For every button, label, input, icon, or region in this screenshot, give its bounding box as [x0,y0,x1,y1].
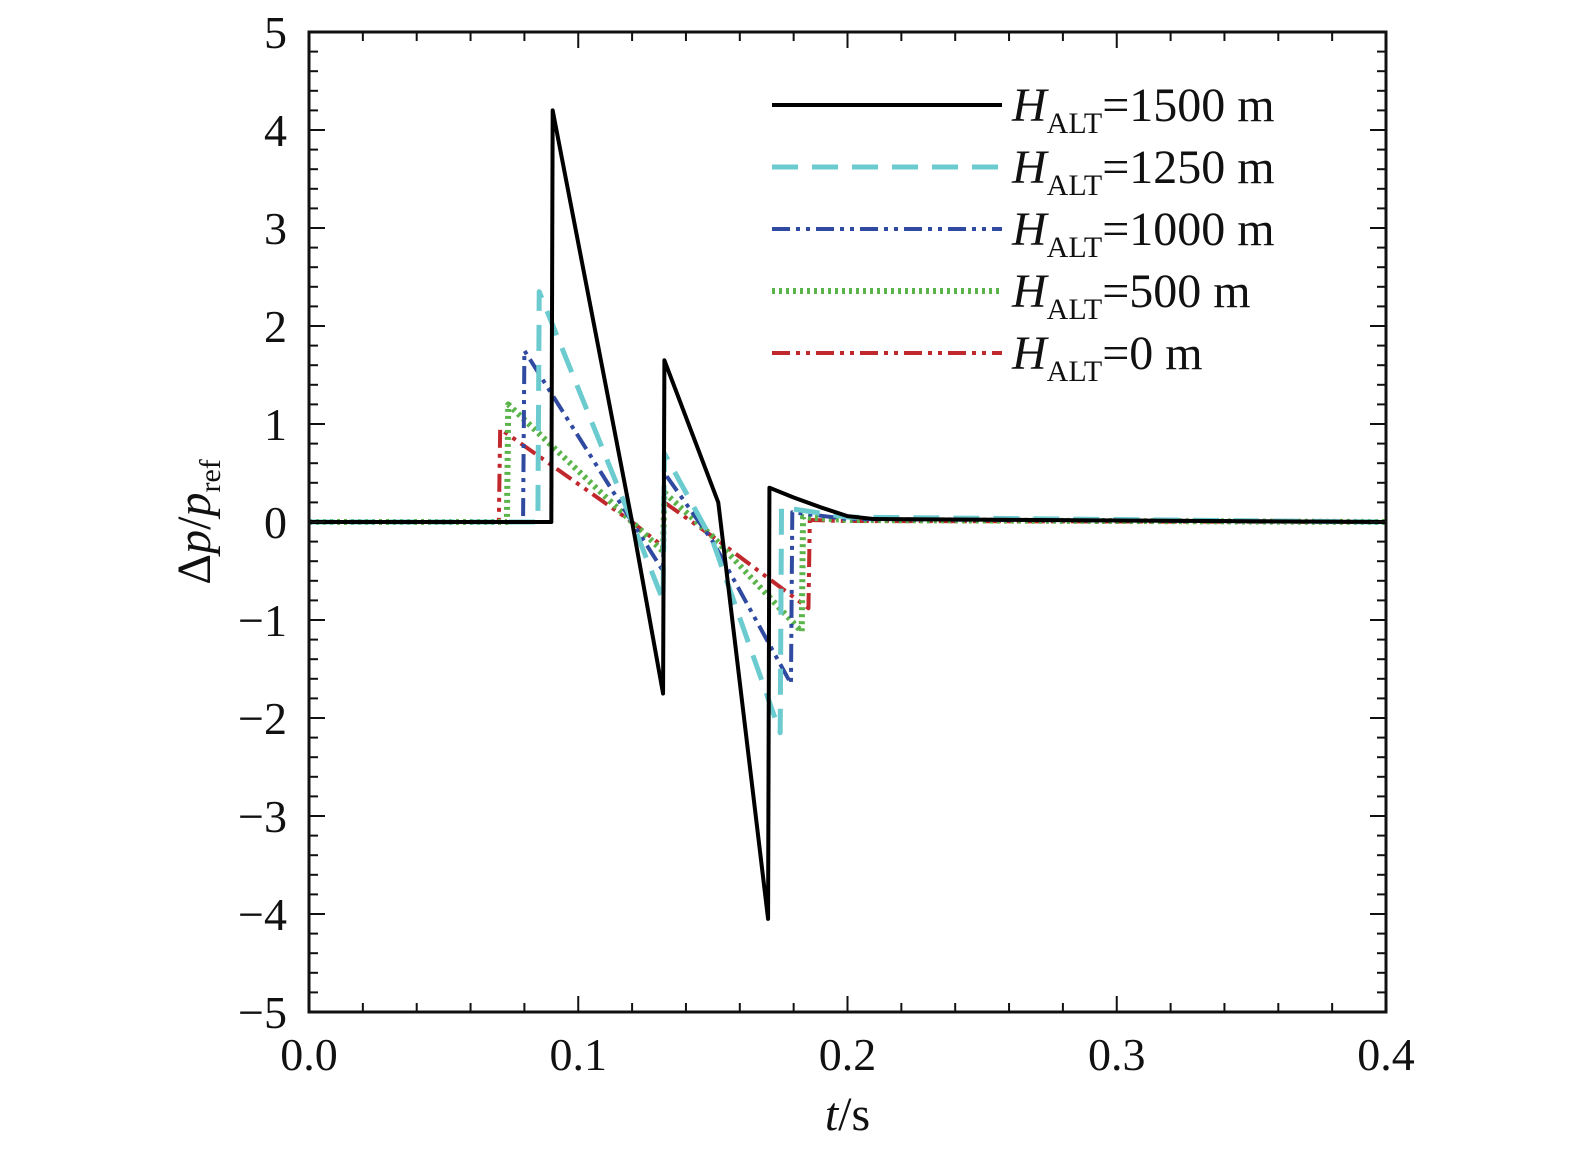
legend-label-sub: ALT [1047,231,1103,264]
y-axis-denominator-sub: ref [194,459,227,492]
legend-label: HALT=1000 m [1011,203,1275,264]
legend-label-sub: ALT [1047,169,1103,202]
legend-label-var: H [1011,141,1049,194]
y-axis-numerator: p [168,530,221,557]
legend-label-var: H [1011,203,1049,256]
y-tick-label: −4 [238,889,287,940]
legend-label-var: H [1011,265,1049,318]
x-axis-label: t/s [825,1088,870,1141]
y-tick-label: −3 [238,791,287,842]
y-tick-label: 4 [264,105,287,156]
x-tick-label: 0.2 [819,1029,877,1080]
x-tick-label: 0.1 [550,1029,608,1080]
x-tick-label: 0.0 [280,1029,338,1080]
legend-label-sub: ALT [1047,355,1103,388]
legend-label-sub: ALT [1047,293,1103,326]
legend-label: HALT=1250 m [1011,141,1275,202]
y-tick-label: 3 [264,203,287,254]
y-axis-slash: / [168,516,221,530]
series-line [309,108,1387,921]
y-tick-label: 0 [264,497,287,548]
legend-label-rest: =1000 m [1102,203,1274,256]
series-line [309,348,1387,686]
series-line [309,289,1387,736]
x-tick-label: 0.4 [1357,1029,1415,1080]
legend-label: HALT=1500 m [1011,79,1275,140]
y-tick-label: 5 [264,7,287,58]
y-tick-label: 2 [264,301,287,352]
y-axis-delta: Δ [168,554,221,585]
series-layer [309,108,1387,921]
legend-label-rest: =1250 m [1102,141,1274,194]
y-tick-label: −2 [238,693,287,744]
y-axis-label: Δp/pref [168,459,227,585]
legend-label: HALT=500 m [1011,265,1251,326]
y-tick-label: −1 [238,595,287,646]
series-line [309,401,1387,635]
x-axis-var: t [825,1088,840,1141]
legend-label-rest: =0 m [1102,327,1202,380]
x-tick-label: 0.3 [1088,1029,1146,1080]
legend-label: HALT=0 m [1011,327,1203,388]
legend-label-var: H [1011,79,1049,132]
legend-label-var: H [1011,327,1049,380]
legend-label-rest: =500 m [1102,265,1250,318]
legend-label-sub: ALT [1047,107,1103,140]
y-axis-denominator: p [168,493,221,520]
y-tick-label: −5 [238,987,287,1038]
y-tick-label: 1 [264,399,287,450]
x-axis-unit: /s [838,1088,870,1141]
legend-label-rest: =1500 m [1102,79,1274,132]
ticks-layer: 0.0 0.1 0.2 0.3 0.4 −5 −4 −3 −2 −1 0 1 2 3 4 5 [238,7,1415,1080]
